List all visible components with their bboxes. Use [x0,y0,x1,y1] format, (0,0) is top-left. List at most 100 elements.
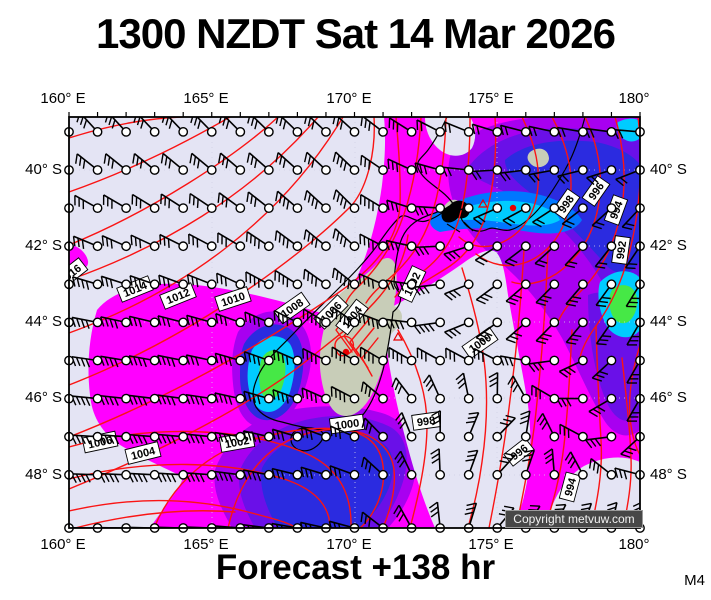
station-circle [206,317,217,328]
station-circle [406,165,417,175]
station-circle [606,203,617,214]
isobar-line [628,344,640,456]
station-circle [235,165,246,175]
station-circle [435,431,446,442]
station-circle [178,279,189,290]
station-circle [235,431,246,442]
station-circle [149,469,160,480]
station-circle [235,393,246,404]
wind-barb [528,359,555,373]
station-circle [606,279,617,290]
station-circle [520,431,531,442]
station-circle [206,241,217,252]
station-circle [321,126,331,137]
station-circle [406,317,417,328]
station-circle [178,241,189,252]
station-circle [92,203,103,214]
rain-region [425,117,476,156]
station-circle [549,279,560,290]
station-circle [549,241,560,252]
station-circle [435,355,446,366]
station-circle [349,165,360,175]
station-circle [92,241,103,252]
station-circle [463,126,474,137]
rain-region [609,285,638,324]
isobar-line [227,428,385,528]
station-circle [349,241,360,252]
station-circle [263,165,274,175]
station-circle [435,317,446,328]
copyright-badge: Copyright metvuw.com [505,510,643,528]
isobar-label: 1010 [214,286,252,312]
station-circle [463,279,474,290]
station-circle [349,203,360,214]
isobar-line [458,117,540,248]
station-circle [378,469,388,480]
model-tag: M4 [684,572,705,589]
lat-label-right-4: 48° S [650,466,687,483]
lat-label-right-0: 40° S [650,161,687,178]
isobar-line [488,249,525,528]
station-circle [178,317,189,328]
wind-barb [272,389,298,404]
station-circle [578,317,588,328]
station-circle [378,241,388,252]
station-circle [235,203,246,214]
station-circle [520,279,531,290]
north-island-coastline [417,117,586,232]
station-circle [492,355,503,366]
station-circle [406,393,417,404]
station-circle [463,241,474,252]
isobar-line [621,357,632,528]
station-circle [406,203,417,214]
isobar-line [69,117,344,334]
lon-label-top-1: 165° E [183,90,229,107]
wind-barb [186,273,213,288]
station-circle [435,165,446,175]
lon-label-top-2: 170° E [326,90,372,107]
station-circle [406,469,417,480]
isobar-label: 998 [411,411,441,431]
station-circle [349,469,360,480]
station-circle [263,469,274,480]
station-circle [406,355,417,366]
station-circle [606,355,617,366]
station-circle [263,279,274,290]
station-circle [463,355,474,366]
isobar-line [69,117,279,246]
isobar-line [69,117,319,281]
station-circle [606,165,617,175]
svg-text:992: 992 [615,240,629,260]
station-circle [92,393,103,404]
station-circle [263,355,274,366]
isobar-line [544,329,573,528]
station-circle [121,165,132,175]
station-circle [578,393,588,404]
station-circle [492,317,503,328]
station-circle [549,469,560,480]
station-circle [578,241,588,252]
station-circle [121,203,132,214]
isobar-line [511,117,602,285]
station-circle [235,241,246,252]
station-circle [606,431,617,442]
station-circle [121,317,132,328]
station-circle [321,165,331,175]
station-circle [349,126,360,137]
station-circle [263,317,274,328]
wind-barb-stations [64,126,645,533]
station-circle [149,241,160,252]
station-circle [263,431,274,442]
isobar-label: 994 [558,471,582,503]
page-title: 1300 NZDT Sat 14 Mar 2026 [96,10,616,57]
station-circle [235,279,246,290]
station-circle [292,126,303,137]
isobar-line [461,267,488,528]
station-circle [206,469,217,480]
svg-text:994: 994 [563,476,580,498]
station-circle [492,279,503,290]
station-circle [578,355,588,366]
station-circle [321,203,331,214]
station-circle [235,317,246,328]
